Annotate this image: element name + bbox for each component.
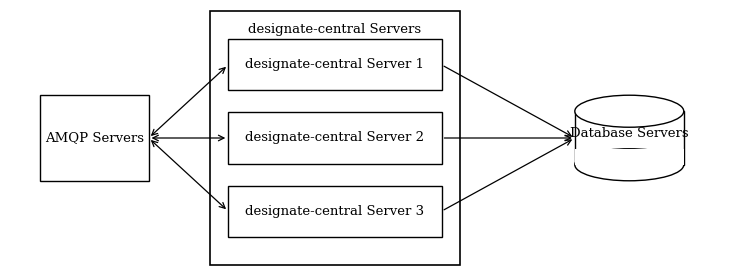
Bar <box>228 39 442 91</box>
Bar <box>228 112 442 163</box>
Bar <box>40 95 149 181</box>
Ellipse shape <box>575 149 684 181</box>
Bar <box>228 185 442 237</box>
Text: AMQP Servers: AMQP Servers <box>45 131 144 145</box>
Text: Database Servers: Database Servers <box>570 127 689 140</box>
Text: designate-central Server 3: designate-central Server 3 <box>245 205 425 218</box>
Bar <box>575 111 684 165</box>
Bar <box>210 11 460 265</box>
Bar <box>575 149 684 165</box>
Text: designate-central Server 1: designate-central Server 1 <box>245 58 425 71</box>
Ellipse shape <box>575 95 684 127</box>
Text: designate-central Servers: designate-central Servers <box>248 23 422 36</box>
Text: designate-central Server 2: designate-central Server 2 <box>245 131 425 145</box>
